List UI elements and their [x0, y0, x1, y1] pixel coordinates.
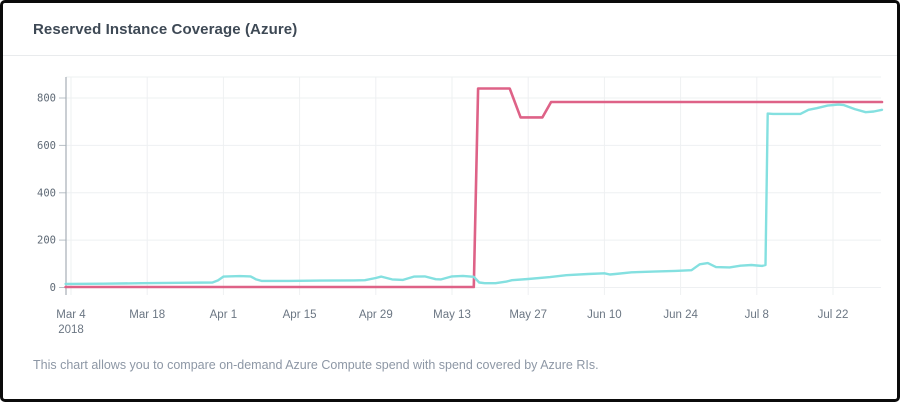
x-tick-label: Jun 10	[587, 309, 622, 321]
y-tick-label: 800	[37, 93, 56, 105]
line-chart[interactable]: Mar 4 2018 Mar 18 Apr 1 Apr 15 Apr 29 May 13 Ma…	[3, 56, 897, 345]
y-tick-label: 400	[37, 187, 56, 199]
x-tick-label: May 13	[433, 309, 471, 321]
cyan-line-series[interactable]	[64, 103, 884, 286]
card-header: Reserved Instance Coverage (Azure)	[3, 3, 897, 56]
y-tick-label: 600	[37, 140, 56, 152]
x-tick-label: May 27	[509, 309, 547, 321]
x-tick-label: Jun 24	[663, 309, 698, 321]
x-tick-label: Jul 8	[745, 309, 769, 321]
x-tick-label: Apr 29	[359, 309, 393, 321]
x-tick-label: Mar 4	[56, 309, 86, 321]
chart-description: This chart allows you to compare on-dema…	[33, 358, 599, 372]
pink-line-series[interactable]	[64, 87, 884, 289]
x-tick-label: Apr 1	[210, 309, 238, 321]
chart-title: Reserved Instance Coverage (Azure)	[33, 20, 298, 38]
x-tick-label: Mar 18	[129, 309, 165, 321]
card-footer: This chart allows you to compare on-dema…	[3, 345, 897, 372]
x-tick-label: Jul 22	[818, 309, 849, 321]
x-axis-year-label: 2018	[58, 324, 84, 336]
x-tick-label: Apr 15	[283, 309, 317, 321]
chart-area: Mar 4 2018 Mar 18 Apr 1 Apr 15 Apr 29 May 13 Ma…	[3, 56, 897, 345]
y-tick-label: 200	[37, 235, 56, 247]
y-tick-label: 0	[50, 282, 56, 294]
